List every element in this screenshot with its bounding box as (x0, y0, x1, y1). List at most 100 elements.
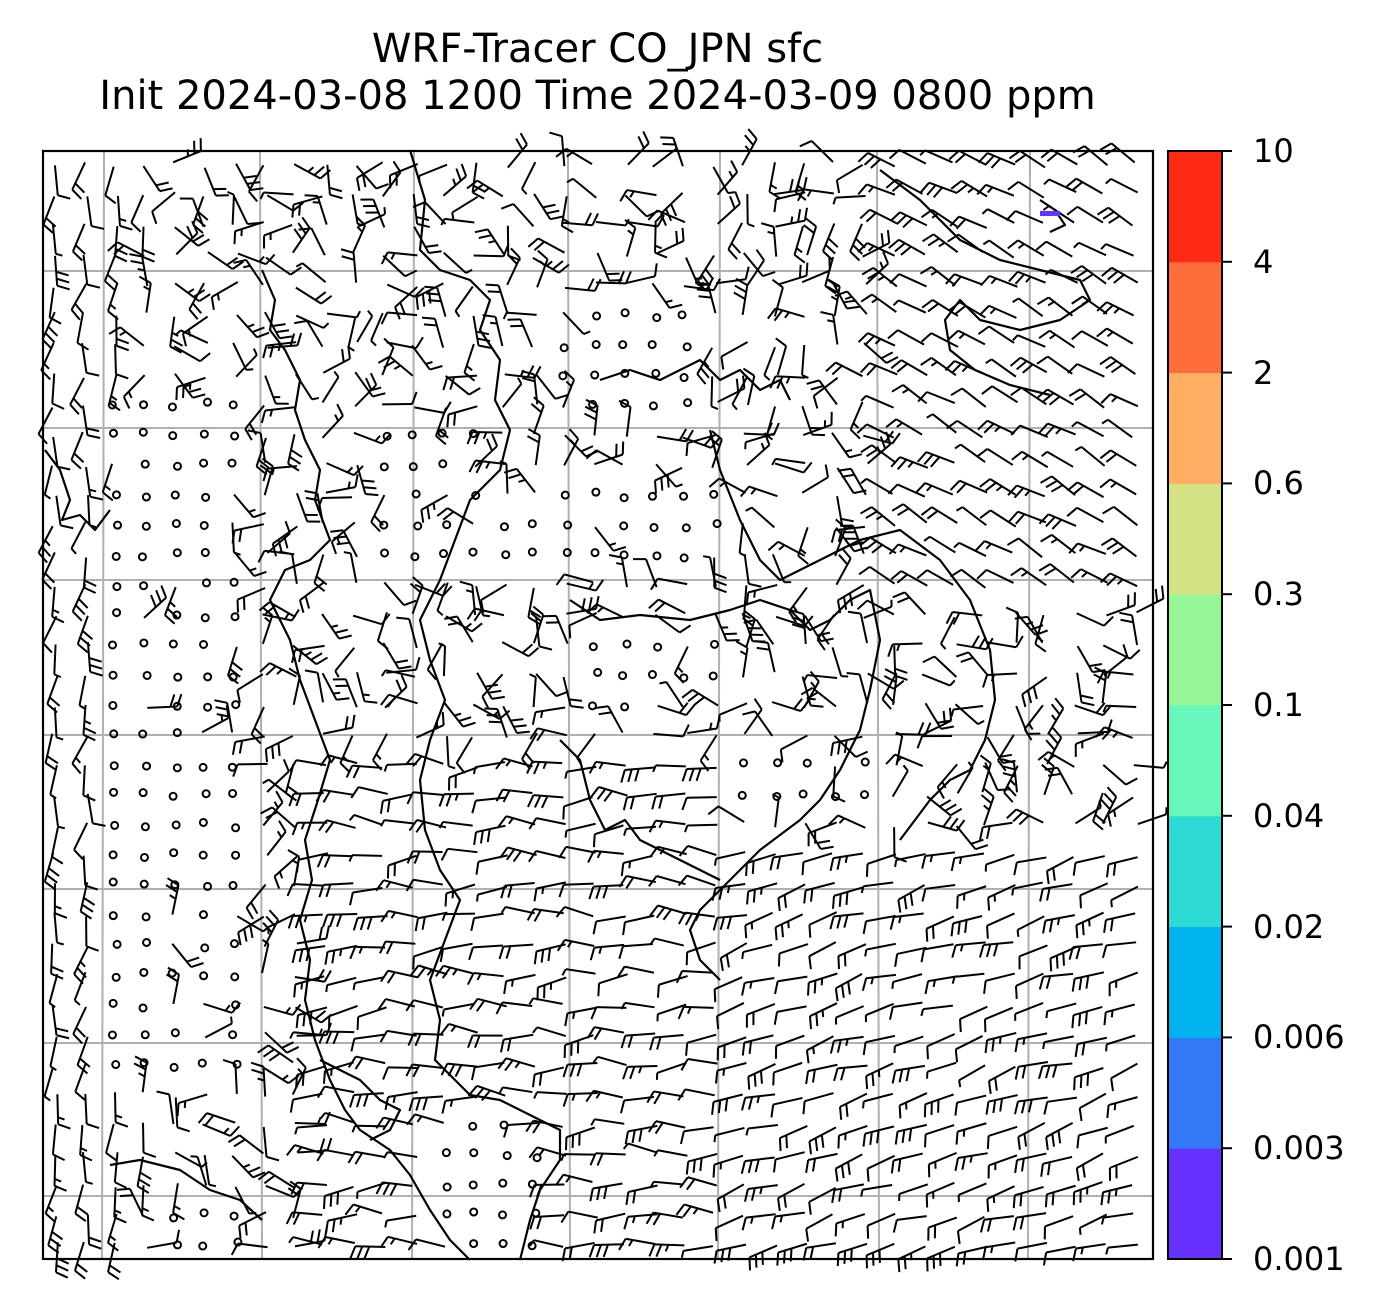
wind-barb (768, 162, 782, 200)
wind-barb (210, 281, 239, 311)
calm-wind-marker (173, 1240, 183, 1250)
calm-wind-marker (229, 1211, 239, 1221)
wind-barb (777, 1182, 805, 1212)
calm-wind-marker (592, 311, 602, 321)
wind-barb (82, 254, 101, 289)
wind-barb (340, 248, 358, 283)
wind-barb (585, 449, 624, 466)
wind-barb (923, 707, 953, 735)
wind-barb (471, 1061, 505, 1081)
wind-barb (677, 1005, 714, 1020)
wind-barb (1099, 356, 1136, 375)
wind-barb (1106, 592, 1136, 617)
wind-barb (832, 886, 864, 909)
wind-barb (1074, 732, 1105, 757)
calm-wind-marker (498, 1210, 508, 1220)
wind-barb (678, 911, 715, 926)
wind-barb (714, 1214, 744, 1242)
wind-barb (46, 675, 61, 714)
wind-barb (529, 673, 537, 708)
wind-barb (980, 274, 1018, 288)
calm-wind-marker (201, 789, 211, 799)
wind-barb (1102, 644, 1141, 660)
wind-barb (648, 1243, 685, 1258)
map-gridlines (43, 150, 1153, 1260)
wind-barb (502, 705, 530, 735)
wind-barb (1038, 1062, 1073, 1080)
wind-barb (1044, 766, 1073, 795)
wind-barb (712, 914, 748, 931)
wind-barb (828, 814, 866, 829)
wind-barb (136, 1156, 152, 1194)
wind-barb (322, 1186, 354, 1209)
wind-barb (618, 1237, 656, 1251)
wind-barb (413, 226, 442, 255)
wind-barb (356, 464, 379, 497)
wind-barb (983, 972, 1015, 994)
wind-barb (471, 796, 506, 814)
wind-barb (1036, 388, 1074, 406)
wind-barb (116, 195, 133, 231)
calm-wind-marker (140, 822, 150, 832)
wind-barb (313, 554, 328, 592)
meridian-line (876, 150, 880, 1260)
wind-barb (743, 618, 775, 645)
wind-barb (1102, 704, 1137, 713)
wind-barb (384, 1214, 417, 1228)
wind-barb (856, 599, 895, 616)
wind-barb (440, 847, 478, 861)
wind-barb (1013, 856, 1047, 876)
wind-barb (1014, 1001, 1044, 1021)
wind-barb (266, 820, 287, 857)
wind-barb (755, 640, 776, 673)
calm-wind-marker (679, 373, 689, 383)
wind-barb (920, 506, 958, 524)
wind-barb (42, 196, 57, 234)
wind-barb (175, 376, 206, 401)
wind-barb (1071, 1005, 1103, 1029)
wind-barb (891, 384, 928, 405)
wind-barb (924, 975, 958, 995)
wind-barb (260, 406, 296, 424)
wind-barb (443, 252, 473, 274)
calm-wind-marker (737, 790, 747, 800)
wind-barb (1096, 327, 1134, 345)
wind-barb (590, 1006, 627, 1020)
wind-barb (436, 507, 474, 525)
wind-barb (921, 673, 956, 687)
wind-barb (1042, 1035, 1074, 1050)
wind-barb (261, 939, 270, 974)
wind-barb (151, 191, 176, 225)
wind-barb (71, 583, 89, 622)
calm-wind-marker (438, 459, 448, 469)
wind-barb (298, 227, 326, 256)
wind-barb (165, 877, 180, 915)
wind-barb (1008, 270, 1046, 285)
wind-barb (921, 851, 956, 869)
wind-barb (590, 1118, 625, 1126)
calm-wind-marker (408, 462, 418, 472)
wind-barb (250, 1061, 267, 1097)
wind-barb (623, 1213, 658, 1230)
wind-barb (349, 1092, 384, 1108)
calm-wind-marker (141, 521, 151, 531)
wind-barb (257, 1170, 295, 1189)
calm-wind-marker (471, 490, 481, 500)
calm-wind-marker (442, 1182, 452, 1192)
wind-barb (107, 1242, 121, 1281)
wind-barb (53, 883, 68, 919)
wind-barb (293, 163, 331, 180)
wind-barb (858, 566, 896, 585)
wind-barb (805, 1063, 838, 1085)
wind-barb (444, 615, 474, 643)
wind-barb (891, 973, 923, 989)
wind-barb (408, 1095, 444, 1112)
wind-barb (831, 432, 863, 459)
wind-barb (370, 494, 386, 533)
calm-wind-marker (199, 1208, 209, 1218)
wind-barb (48, 973, 59, 1008)
wind-barb (1001, 758, 1018, 793)
wind-barb (409, 576, 424, 615)
wind-barb (202, 1123, 241, 1137)
wind-barb (837, 943, 867, 970)
